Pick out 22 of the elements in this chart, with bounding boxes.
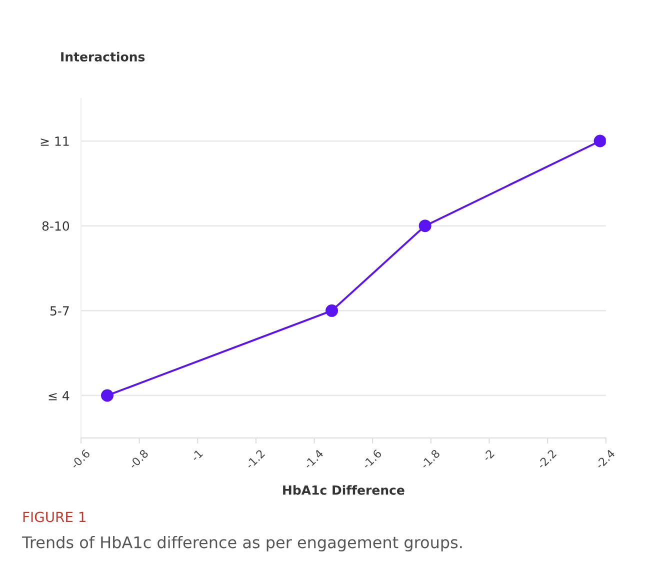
y-tick-label: 8-10	[42, 221, 70, 231]
x-tick-label: -0.8	[128, 448, 149, 470]
x-tick-label: -2.4	[594, 448, 616, 470]
point	[100, 389, 114, 402]
text: Trends of HbA1c difference as per engagement groups.	[22, 536, 462, 552]
y-tick-label: ≥ 11	[40, 136, 69, 146]
x-tick-label: -0.6	[70, 448, 90, 470]
x-tick-label: -2.2	[536, 449, 557, 470]
x-tick-label: -1.8	[420, 448, 440, 470]
x-tick-label: -1	[190, 449, 203, 462]
x-tick-label: -2	[482, 449, 495, 462]
x-tick-label: -1.2	[245, 449, 266, 470]
point	[326, 304, 338, 317]
point	[418, 220, 432, 232]
x-axis-title: HbA1c Difference	[283, 485, 404, 495]
x-tick-label: -1.6	[362, 448, 382, 470]
y-tick-label: 5-7	[50, 306, 69, 316]
caption: FIGURE 1	[23, 512, 86, 522]
y-axis-title: Interactions	[61, 52, 145, 62]
y-tick-label: ≤ 4	[48, 391, 70, 400]
x-tick-label: -1.4	[303, 449, 324, 470]
point	[594, 134, 606, 148]
